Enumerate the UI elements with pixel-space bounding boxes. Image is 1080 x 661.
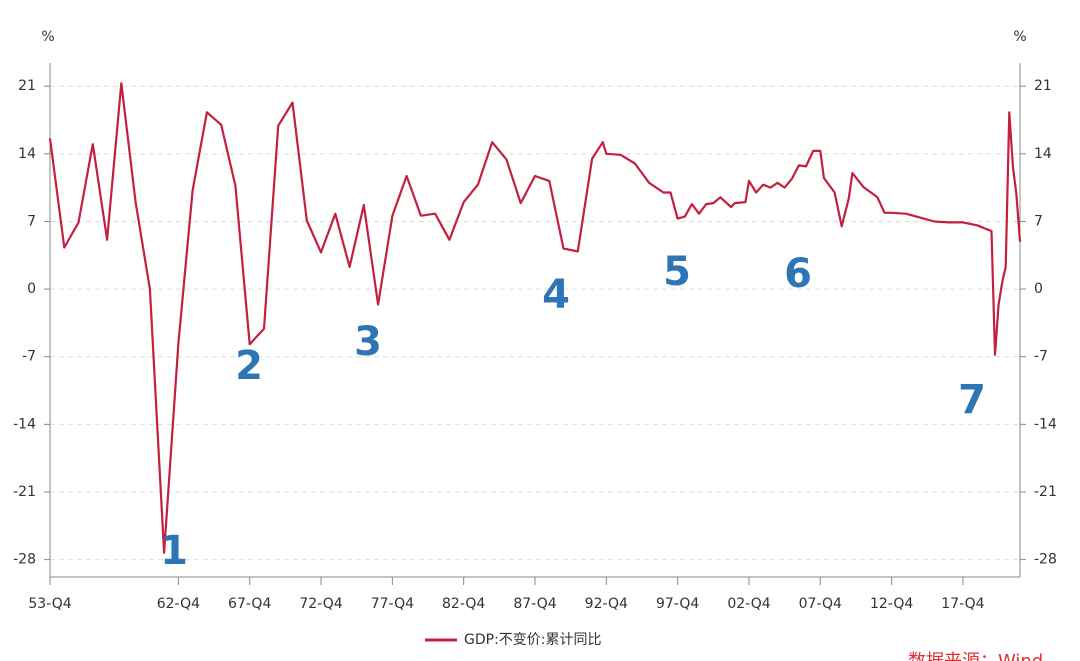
annotation: 5 [663,249,691,295]
x-tick-label: 12-Q4 [870,596,913,612]
annotation: 4 [542,272,570,318]
y-tick-label: -28 [13,552,36,568]
x-tick-label: 67-Q4 [228,596,271,612]
y2-unit: % [1013,29,1026,45]
y2-tick-label: 7 [1034,213,1043,229]
y2-tick-label: 14 [1034,146,1052,162]
x-tick-label: 53-Q4 [28,596,71,612]
x-tick-label: 87-Q4 [513,596,556,612]
x-tick-label: 77-Q4 [371,596,414,612]
y-tick-label: -21 [13,484,36,500]
y-unit: % [41,29,54,45]
x-tick-label: 92-Q4 [585,596,628,612]
x-tick-label: 72-Q4 [299,596,342,612]
x-tick-label: 62-Q4 [157,596,200,612]
legend-label: GDP:不变价:累计同比 [464,632,602,648]
line [48,82,1022,554]
y2-tick-label: -7 [1034,349,1048,365]
annotation: 6 [784,251,812,297]
y-tick-label: -14 [13,416,36,432]
annotation: 2 [235,343,263,389]
y-tick-label: 14 [18,146,36,162]
y2-tick-label: -14 [1034,416,1057,432]
x-tick-label: 82-Q4 [442,596,485,612]
x-tick-label: 17-Q4 [941,596,984,612]
y2-tick-label: -21 [1034,484,1057,500]
y-tick-label: 7 [27,213,36,229]
annotation: 3 [354,319,382,365]
y2-tick-label: 0 [1034,281,1043,297]
annotation: 1 [160,528,188,574]
x-tick-label: 07-Q4 [799,596,842,612]
x-tick-label: 97-Q4 [656,596,699,612]
y-tick-label: 21 [18,78,36,94]
annotation: 7 [958,377,986,423]
y2-tick-label: 21 [1034,78,1052,94]
y-tick-label: -7 [22,349,36,365]
x-tick-label: 02-Q4 [727,596,770,612]
source: 数据来源：Wind [908,651,1043,661]
y2-tick-label: -28 [1034,552,1057,568]
y-tick-label: 0 [27,281,36,297]
